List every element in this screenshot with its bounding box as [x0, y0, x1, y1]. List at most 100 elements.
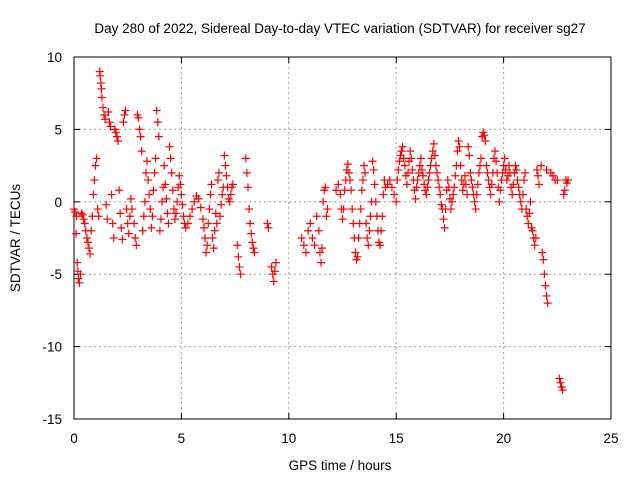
- data-point: [91, 161, 100, 170]
- data-point: [422, 190, 431, 199]
- data-point: [301, 248, 310, 257]
- data-point: [72, 212, 81, 221]
- data-point: [394, 165, 403, 174]
- data-point: [492, 157, 501, 166]
- data-point: [433, 168, 442, 177]
- data-point: [153, 118, 162, 127]
- data-point: [204, 219, 213, 228]
- data-point: [395, 157, 404, 166]
- data-point: [407, 154, 416, 163]
- data-point: [116, 209, 125, 218]
- data-point: [222, 171, 231, 180]
- data-point: [332, 186, 341, 195]
- data-point: [486, 190, 495, 199]
- data-point: [152, 106, 161, 115]
- x-tick-label: 5: [178, 431, 186, 446]
- data-point: [161, 180, 170, 189]
- data-point: [250, 248, 259, 257]
- data-point: [297, 234, 306, 242]
- plot-frame: [73, 56, 612, 420]
- data-point: [462, 180, 471, 189]
- data-point: [218, 190, 227, 199]
- data-point: [472, 190, 481, 199]
- data-point: [336, 190, 345, 199]
- data-point: [533, 171, 542, 180]
- data-point: [138, 226, 147, 235]
- data-point: [141, 168, 150, 177]
- data-point: [553, 176, 562, 185]
- data-point: [165, 142, 174, 151]
- data-point: [107, 190, 116, 199]
- data-point: [549, 171, 558, 180]
- data-point: [456, 161, 465, 170]
- data-point: [162, 194, 171, 203]
- data-point: [213, 176, 222, 185]
- data-point: [516, 197, 525, 206]
- data-point: [363, 234, 372, 242]
- data-point: [560, 186, 569, 195]
- data-point: [541, 281, 550, 290]
- data-point: [556, 378, 565, 387]
- data-point: [198, 215, 207, 224]
- data-point: [535, 180, 544, 189]
- data-point: [501, 165, 510, 174]
- data-point: [243, 183, 252, 192]
- data-point: [108, 219, 117, 228]
- data-point: [96, 79, 105, 88]
- data-point: [135, 125, 144, 134]
- data-point: [211, 209, 220, 218]
- data-point: [370, 180, 379, 189]
- data-point: [514, 183, 523, 192]
- data-point: [346, 176, 355, 185]
- data-point: [465, 151, 474, 160]
- data-point: [314, 226, 323, 235]
- data-point: [210, 226, 219, 235]
- data-point: [518, 190, 527, 199]
- data-point: [532, 165, 541, 174]
- data-point: [425, 168, 434, 177]
- data-point: [526, 197, 535, 206]
- data-point: [126, 194, 135, 203]
- data-point: [315, 248, 324, 257]
- data-point: [392, 197, 401, 206]
- data-point: [216, 212, 225, 221]
- data-point: [245, 205, 254, 214]
- data-point: [351, 248, 360, 257]
- data-point: [217, 200, 226, 209]
- data-point: [205, 205, 214, 214]
- data-point: [270, 267, 279, 276]
- data-points: [70, 67, 573, 395]
- data-point: [144, 176, 153, 185]
- data-point: [511, 161, 520, 170]
- data-point: [75, 278, 84, 287]
- data-point: [362, 219, 371, 228]
- data-point: [158, 197, 167, 206]
- data-point: [155, 226, 164, 235]
- data-point: [139, 212, 148, 221]
- data-point: [263, 219, 272, 228]
- data-point: [77, 209, 86, 218]
- data-point: [247, 229, 256, 238]
- x-tick-label: 10: [281, 431, 296, 446]
- data-point: [173, 197, 182, 206]
- data-point: [354, 234, 363, 242]
- data-point: [194, 194, 203, 203]
- data-point: [455, 142, 464, 151]
- y-axis-ticks: -15 -10 -5 0 5 10: [42, 50, 611, 427]
- data-point: [473, 180, 482, 189]
- data-point: [428, 147, 437, 156]
- data-point: [321, 183, 330, 192]
- data-point: [435, 183, 444, 192]
- data-point: [170, 215, 179, 224]
- data-point: [178, 200, 187, 209]
- data-point: [83, 238, 92, 247]
- chart-title: Day 280 of 2022, Sidereal Day-to-day VTE…: [94, 21, 585, 36]
- data-point: [269, 277, 278, 286]
- data-point: [451, 171, 460, 180]
- data-point: [143, 157, 152, 166]
- data-point: [368, 157, 377, 166]
- data-point: [564, 176, 573, 185]
- data-point: [104, 108, 113, 117]
- data-point: [163, 209, 172, 218]
- data-point: [468, 183, 477, 192]
